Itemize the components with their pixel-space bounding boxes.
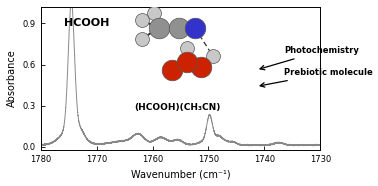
Point: [139, 37, 145, 40]
Text: HCOOH: HCOOH: [64, 18, 110, 28]
Point: [176, 27, 182, 30]
Point: [184, 60, 190, 63]
Point: [151, 11, 157, 14]
Point: [210, 55, 216, 58]
Point: [192, 27, 198, 30]
X-axis label: Wavenumber (cm⁻¹): Wavenumber (cm⁻¹): [131, 169, 230, 179]
Point: [156, 27, 162, 30]
Y-axis label: Absorbance: Absorbance: [7, 49, 17, 107]
Text: Prebiotic molecule: Prebiotic molecule: [260, 68, 373, 87]
Point: [184, 46, 190, 49]
Text: Photochemistry: Photochemistry: [260, 46, 359, 70]
Point: [139, 18, 145, 21]
Point: [169, 68, 175, 71]
Point: [198, 65, 204, 68]
Text: (HCOOH)(CH₃CN): (HCOOH)(CH₃CN): [135, 103, 221, 112]
